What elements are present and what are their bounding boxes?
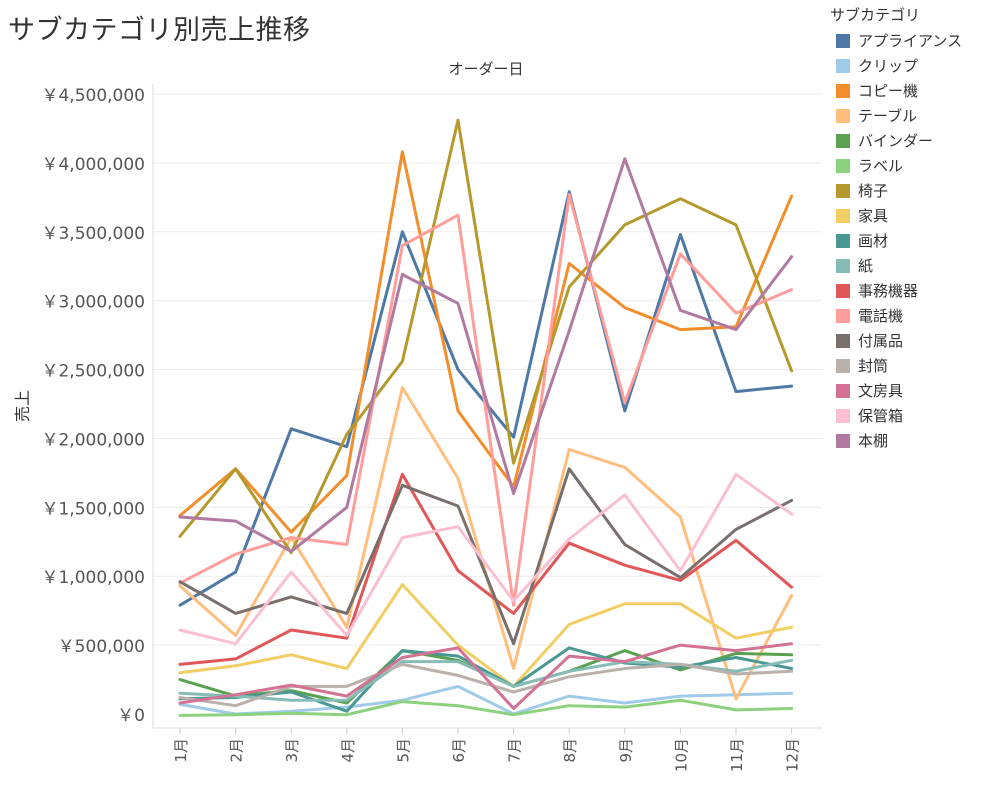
legend-swatch: [836, 383, 850, 398]
y-tick-label: ￥1,500,000: [41, 499, 145, 519]
legend-item[interactable]: 紙: [830, 253, 996, 278]
legend-label: クリップ: [858, 57, 919, 75]
legend-item[interactable]: バインダー: [830, 128, 996, 153]
series-line-10: [178, 472, 794, 666]
legend-label: 付属品: [858, 332, 904, 350]
y-tick-label: ￥4,000,000: [41, 155, 145, 175]
series-line-13: [178, 662, 794, 708]
legend-label: ラベル: [858, 157, 904, 175]
series-line-16: [178, 157, 794, 553]
x-tick-label: 9月: [617, 738, 635, 763]
x-tick-label: 12月: [784, 738, 802, 772]
legend-swatch: [836, 333, 850, 348]
legend-item[interactable]: 家具: [830, 203, 996, 228]
y-tick-label: ￥2,000,000: [41, 430, 145, 450]
legend-label: 保管箱: [858, 407, 904, 425]
x-axis-ticks: 1月 2月 3月 4月 5月 6月 7月 8月 9月 10月 11月 12月: [172, 728, 802, 772]
legend: サブカテゴリ アプライアンス クリップコピー機テーブルバインダーラベル椅子家具画材…: [830, 4, 996, 453]
x-tick-label: 1月: [172, 738, 190, 763]
legend-label: 封筒: [858, 357, 889, 375]
legend-swatch: [836, 158, 850, 173]
legend-item[interactable]: 封筒: [830, 353, 996, 378]
x-tick-label: 8月: [561, 738, 579, 763]
legend-swatch: [836, 283, 850, 298]
series-line-14: [178, 642, 794, 710]
legend-item[interactable]: コピー機: [830, 78, 996, 103]
legend-swatch: [836, 233, 850, 248]
legend-item[interactable]: クリップ: [830, 53, 996, 78]
x-tick-label: 2月: [228, 738, 246, 763]
legend-item[interactable]: 保管箱: [830, 403, 996, 428]
legend-label: コピー機: [858, 82, 919, 100]
legend-swatch: [836, 33, 850, 48]
legend-swatch: [836, 83, 850, 98]
legend-label: 事務機器: [858, 282, 919, 300]
x-tick-label: 11月: [728, 738, 746, 772]
legend-label: 家具: [858, 207, 889, 225]
legend-item[interactable]: テーブル: [830, 103, 996, 128]
series-line-15: [178, 472, 794, 646]
legend-swatch: [836, 58, 850, 73]
legend-swatch: [836, 408, 850, 423]
x-tick-label: 4月: [339, 738, 357, 763]
series-line-7: [178, 583, 794, 688]
y-axis-title: 売上: [13, 390, 32, 422]
legend-item[interactable]: アプライアンス: [830, 28, 996, 53]
page-title: サブカテゴリ別売上推移: [8, 15, 311, 46]
legend-item[interactable]: ラベル: [830, 153, 996, 178]
x-tick-label: 10月: [672, 738, 690, 772]
legend-label: 椅子: [858, 182, 889, 200]
series-line-11: [178, 193, 794, 607]
legend-swatch: [836, 133, 850, 148]
series-line-5: [178, 698, 794, 717]
legend-swatch: [836, 108, 850, 123]
x-tick-label: 6月: [450, 738, 468, 763]
legend-label: 本棚: [858, 432, 889, 450]
legend-swatch: [836, 208, 850, 223]
legend-swatch: [836, 258, 850, 273]
series-line-12: [178, 467, 794, 646]
y-tick-label: ￥3,000,000: [41, 293, 145, 313]
y-tick-label: ￥0: [117, 706, 145, 726]
legend-label: 紙: [858, 257, 874, 275]
x-tick-label: 5月: [394, 738, 412, 763]
legend-item[interactable]: 電話機: [830, 303, 996, 328]
legend-item[interactable]: 画材: [830, 228, 996, 253]
legend-label: 文房具: [858, 382, 904, 400]
legend-item[interactable]: 事務機器: [830, 278, 996, 303]
legend-item[interactable]: 椅子: [830, 178, 996, 203]
line-chart: ￥0 ￥500,000 ￥1,000,000 ￥1,500,000 ￥2,000,000…: [13, 60, 822, 772]
y-tick-label: ￥4,500,000: [41, 86, 145, 106]
legend-label: テーブル: [858, 107, 918, 125]
y-tick-label: ￥2,500,000: [41, 362, 145, 382]
series-line-2: [178, 150, 794, 534]
legend-item[interactable]: 付属品: [830, 328, 996, 353]
y-tick-label: ￥3,500,000: [41, 224, 145, 244]
y-tick-label: ￥1,000,000: [41, 568, 145, 588]
y-axis-ticks: ￥0 ￥500,000 ￥1,000,000 ￥1,500,000 ￥2,000,000…: [41, 86, 145, 726]
series-line-1: [178, 684, 794, 716]
legend-swatch: [836, 183, 850, 198]
series-line-6: [178, 118, 794, 555]
legend-label: バインダー: [858, 132, 934, 150]
x-tick-label: 7月: [506, 738, 524, 763]
legend-label: 画材: [858, 232, 889, 250]
x-axis-title: オーダー日: [448, 60, 523, 78]
legend-label: アプライアンス: [858, 32, 963, 50]
legend-item[interactable]: 本棚: [830, 428, 996, 453]
legend-swatch: [836, 358, 850, 373]
legend-swatch: [836, 308, 850, 323]
series-lines: [178, 118, 794, 717]
legend-items: アプライアンス クリップコピー機テーブルバインダーラベル椅子家具画材紙事務機器電話…: [830, 28, 996, 453]
legend-swatch: [836, 433, 850, 448]
x-tick-label: 3月: [283, 738, 301, 763]
legend-title: サブカテゴリ: [830, 6, 921, 24]
legend-label: 電話機: [858, 307, 904, 325]
y-tick-label: ￥500,000: [58, 637, 145, 657]
legend-item[interactable]: 文房具: [830, 378, 996, 403]
